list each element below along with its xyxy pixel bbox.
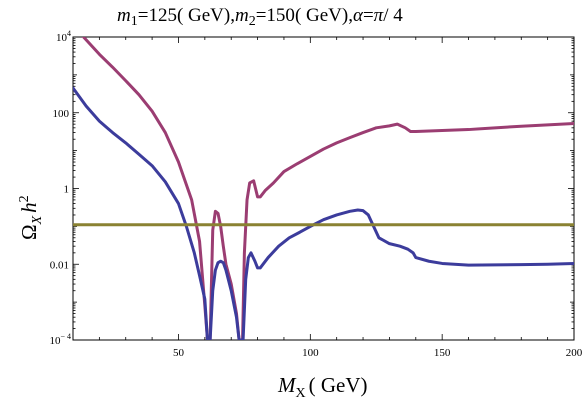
xlabel-sub: X xyxy=(296,386,306,401)
title-m2: m xyxy=(235,5,249,26)
ylabel-sub: X xyxy=(30,215,45,225)
y-axis-title: ΩXh2 xyxy=(17,195,45,240)
x-tick-label: 150 xyxy=(434,347,451,359)
series-line-1 xyxy=(82,37,574,340)
y-tick-label: 104 xyxy=(56,29,71,44)
y-tick-base: 10 xyxy=(49,335,61,347)
title-eq2: =150 xyxy=(256,5,295,26)
plot-frame xyxy=(72,36,575,341)
y-tick-label: 1 xyxy=(64,184,70,196)
title-unit2: ( GeV) xyxy=(295,5,348,26)
y-tick-label: 100 xyxy=(53,108,70,120)
y-tick-exp: − 4 xyxy=(60,332,71,341)
title-pi: π xyxy=(374,5,384,26)
y-tick-base: 10 xyxy=(56,32,68,44)
title-m1-sub: 1 xyxy=(131,14,138,29)
x-axis-title: MX( GeV) xyxy=(277,373,368,401)
series-line-2 xyxy=(73,86,574,340)
xlabel-unit: ( GeV) xyxy=(309,373,368,397)
x-axis-ticks: 50 100 150 200 xyxy=(72,37,582,359)
title-m1: m xyxy=(117,5,131,26)
y-tick-label: 10− 4 xyxy=(49,332,71,347)
title-alpha: α xyxy=(353,5,364,26)
x-tick-label: 200 xyxy=(566,347,582,359)
x-tick-label: 100 xyxy=(302,347,319,359)
y-tick-exp: 4 xyxy=(67,29,71,38)
ylabel-omega: Ω xyxy=(17,224,41,240)
title-frac: / 4 xyxy=(383,5,403,26)
title-eq3: = xyxy=(363,5,374,26)
x-tick-label: 50 xyxy=(173,347,185,359)
y-tick-label: 0.01 xyxy=(50,259,69,271)
ylabel-sup: 2 xyxy=(17,195,32,202)
title-unit1: ( GeV) xyxy=(177,5,230,26)
title-eq1: =125 xyxy=(138,5,177,26)
ylabel-h: h xyxy=(17,202,41,213)
title-m2-sub: 2 xyxy=(249,14,256,29)
series-group xyxy=(73,37,574,340)
chart-title: m1=125( GeV),m2=150( GeV),α=π/ 4 xyxy=(117,5,403,29)
xlabel-m: M xyxy=(277,373,297,397)
